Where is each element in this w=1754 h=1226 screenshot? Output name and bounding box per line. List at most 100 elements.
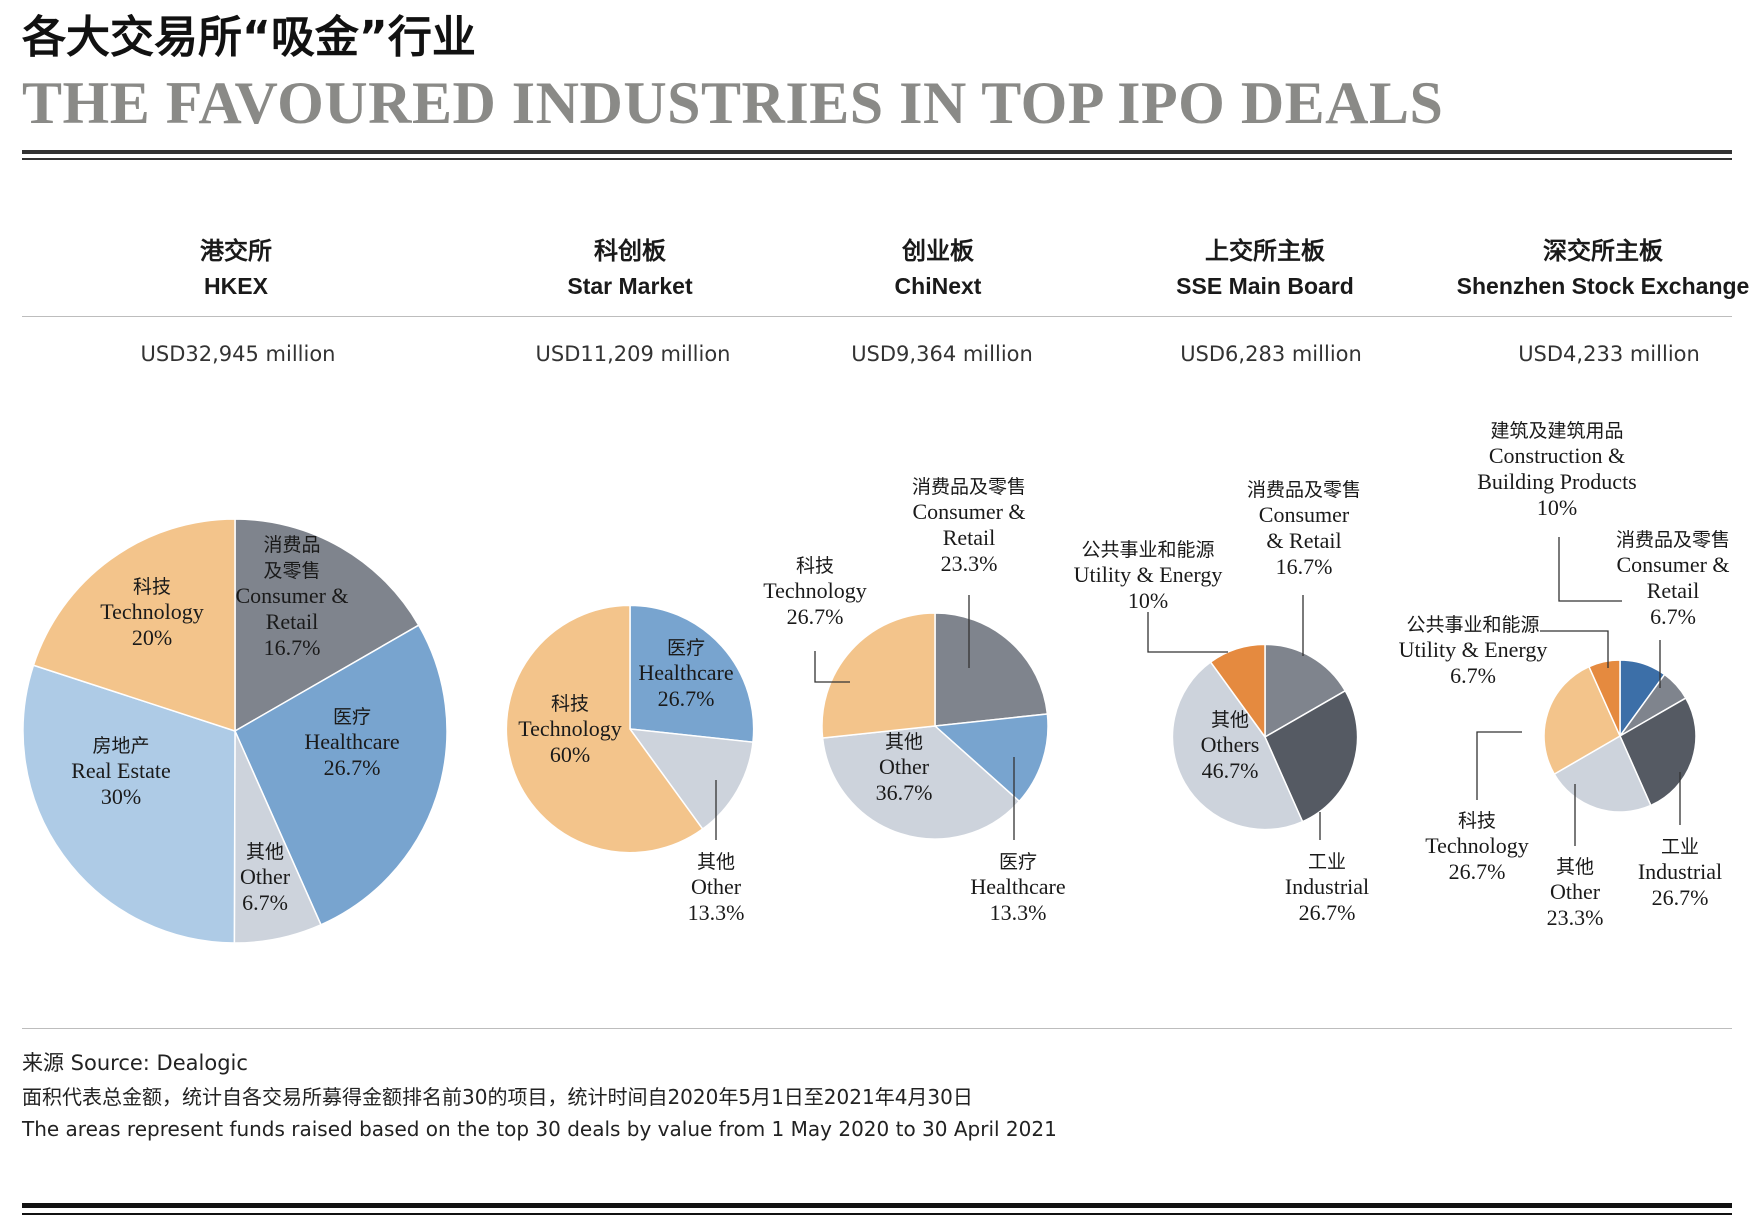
slice-label-en-consumer_retail: Consumer &: [1616, 552, 1729, 577]
slice-label-en-other: Other: [240, 864, 291, 889]
slice-label-pc-healthcare: 26.7%: [324, 755, 381, 780]
title-rule-thick: [22, 150, 1732, 154]
slice-other: [821, 725, 1021, 840]
slice-label-en-construction: Building Products: [1477, 469, 1637, 494]
slice-label-cn-real_estate: 房地产: [92, 735, 149, 757]
slice-label-en-healthcare: Healthcare: [638, 660, 733, 685]
slice-label-pc-utility_energy: 6.7%: [1450, 663, 1496, 688]
slice-label-cn-other: 其他: [697, 851, 735, 873]
slice-label-cn-technology: 科技: [133, 576, 171, 598]
bottom-rule-thick: [22, 1203, 1732, 1208]
slice-label-pc-technology: 20%: [132, 625, 172, 650]
slice-label-cn-healthcare: 医疗: [667, 637, 705, 659]
slice-label-en-consumer_retail: Consumer: [1259, 502, 1350, 527]
slice-utility_energy: [1209, 643, 1266, 740]
slice-label-en-consumer_retail: Retail: [1647, 578, 1700, 603]
slice-label-en-consumer_retail: & Retail: [1266, 528, 1341, 553]
slice-label-pc-technology: 26.7%: [1449, 859, 1506, 884]
exchange-total-2: USD9,364 million: [851, 342, 1033, 366]
slice-label-en-utility_energy: Utility & Energy: [1399, 637, 1548, 662]
slice-label-cn-healthcare: 医疗: [333, 706, 371, 728]
slice-label-pc-other: 13.3%: [688, 900, 745, 925]
slice-label-en-industrial: Industrial: [1638, 859, 1722, 884]
slice-label-cn-other: 其他: [885, 731, 923, 753]
header-divider: [22, 316, 1732, 317]
slice-label-cn-other: 其他: [1211, 709, 1249, 731]
exchange-total-1: USD11,209 million: [535, 342, 731, 366]
exchange-name-en-4: Shenzhen Stock Exchange: [1456, 273, 1750, 299]
slice-label-cn-technology: 科技: [551, 693, 589, 715]
slice-label-en-construction: Construction &: [1489, 443, 1625, 468]
slice-label-pc-construction: 10%: [1537, 495, 1577, 520]
slice-label-pc-other: 46.7%: [1202, 758, 1259, 783]
slice-label-en-industrial: Industrial: [1285, 874, 1369, 899]
slice-label-cn-healthcare: 医疗: [999, 851, 1037, 873]
slice-label-en-utility_energy: Utility & Energy: [1074, 562, 1223, 587]
exchange-name-cn-1: 科创板: [594, 237, 666, 265]
leader-line-technology: [814, 651, 850, 683]
leader-line-utility_energy: [1147, 612, 1228, 653]
title-chinese: 各大交易所“吸金”行业: [22, 12, 476, 63]
slice-label-cn-technology: 科技: [1458, 810, 1496, 832]
slice-label-en-consumer_retail: Consumer &: [912, 499, 1025, 524]
source-note: 来源 Source: Dealogic: [22, 1051, 248, 1075]
bottom-rule-thin: [22, 1213, 1732, 1215]
exchange-name-en-2: ChiNext: [894, 273, 982, 299]
slice-label-pc-consumer_retail: 16.7%: [264, 635, 321, 660]
slice-healthcare: [933, 713, 1049, 803]
footer-divider: [22, 1028, 1732, 1029]
slice-label-pc-real_estate: 30%: [101, 784, 141, 809]
slice-label-en-other: Other: [691, 874, 742, 899]
slice-label-pc-consumer_retail: 23.3%: [941, 551, 998, 576]
slice-label-en-consumer_retail: Consumer &: [235, 583, 348, 608]
slice-consumer_retail: [934, 612, 1049, 727]
slice-label-en-technology: Technology: [1425, 833, 1529, 858]
slice-other: [628, 728, 754, 831]
exchange-name-cn-4: 深交所主板: [1543, 237, 1663, 265]
slice-label-pc-other: 6.7%: [242, 890, 288, 915]
slice-label-en-healthcare: Healthcare: [304, 729, 399, 754]
slice-label-en-consumer_retail: Retail: [266, 609, 319, 634]
method-note-english: The areas represent funds raised based o…: [22, 1117, 1057, 1141]
slice-label-en-technology: Technology: [100, 599, 204, 624]
slice-label-cn-consumer_retail: 消费品及零售: [1247, 479, 1361, 501]
slice-consumer_retail: [234, 518, 420, 733]
slice-label-pc-industrial: 26.7%: [1299, 900, 1356, 925]
slice-label-cn-consumer_retail: 消费品及零售: [912, 476, 1026, 498]
slice-label-cn-utility_energy: 公共事业和能源: [1406, 614, 1539, 636]
title-rule-thin: [22, 158, 1732, 160]
slice-technology: [32, 518, 236, 733]
slice-utility_energy: [1587, 659, 1621, 737]
slice-label-cn-consumer_retail: 消费品: [263, 534, 320, 556]
slice-label-cn-utility_energy: 公共事业和能源: [1081, 539, 1214, 561]
slice-label-cn-construction: 建筑及建筑用品: [1490, 420, 1623, 442]
slice-real_estate: [22, 664, 236, 944]
slice-technology: [821, 612, 936, 739]
slice-label-cn-other: 其他: [246, 841, 284, 863]
slice-other: [1171, 661, 1304, 831]
exchange-name-en-1: Star Market: [567, 273, 693, 299]
exchange-total-0: USD32,945 million: [140, 342, 336, 366]
leader-line-utility_energy: [1540, 630, 1609, 668]
title-english: THE FAVOURED INDUSTRIES IN TOP IPO DEALS: [22, 70, 1444, 136]
exchange-name-en-0: HKEX: [204, 273, 268, 299]
slice-label-pc-healthcare: 26.7%: [658, 686, 715, 711]
method-note-chinese: 面积代表总金额，统计自各交易所募得金额排名前30的项目，统计时间自2020年5月…: [22, 1085, 973, 1109]
slice-label-pc-industrial: 26.7%: [1652, 885, 1709, 910]
slice-label-pc-other: 23.3%: [1547, 905, 1604, 930]
slice-label-en-technology: Technology: [763, 578, 867, 603]
slice-label-pc-healthcare: 13.3%: [990, 900, 1047, 925]
leader-line-construction: [1558, 537, 1622, 602]
slice-technology: [505, 604, 704, 854]
exchange-name-cn-2: 创业板: [902, 237, 974, 265]
exchange-name-cn-3: 上交所主板: [1205, 237, 1325, 265]
exchange-total-4: USD4,233 million: [1518, 342, 1700, 366]
slice-label-pc-consumer_retail: 16.7%: [1276, 554, 1333, 579]
slice-label-cn-consumer_retail: 消费品及零售: [1616, 529, 1730, 551]
slice-healthcare: [629, 604, 755, 744]
